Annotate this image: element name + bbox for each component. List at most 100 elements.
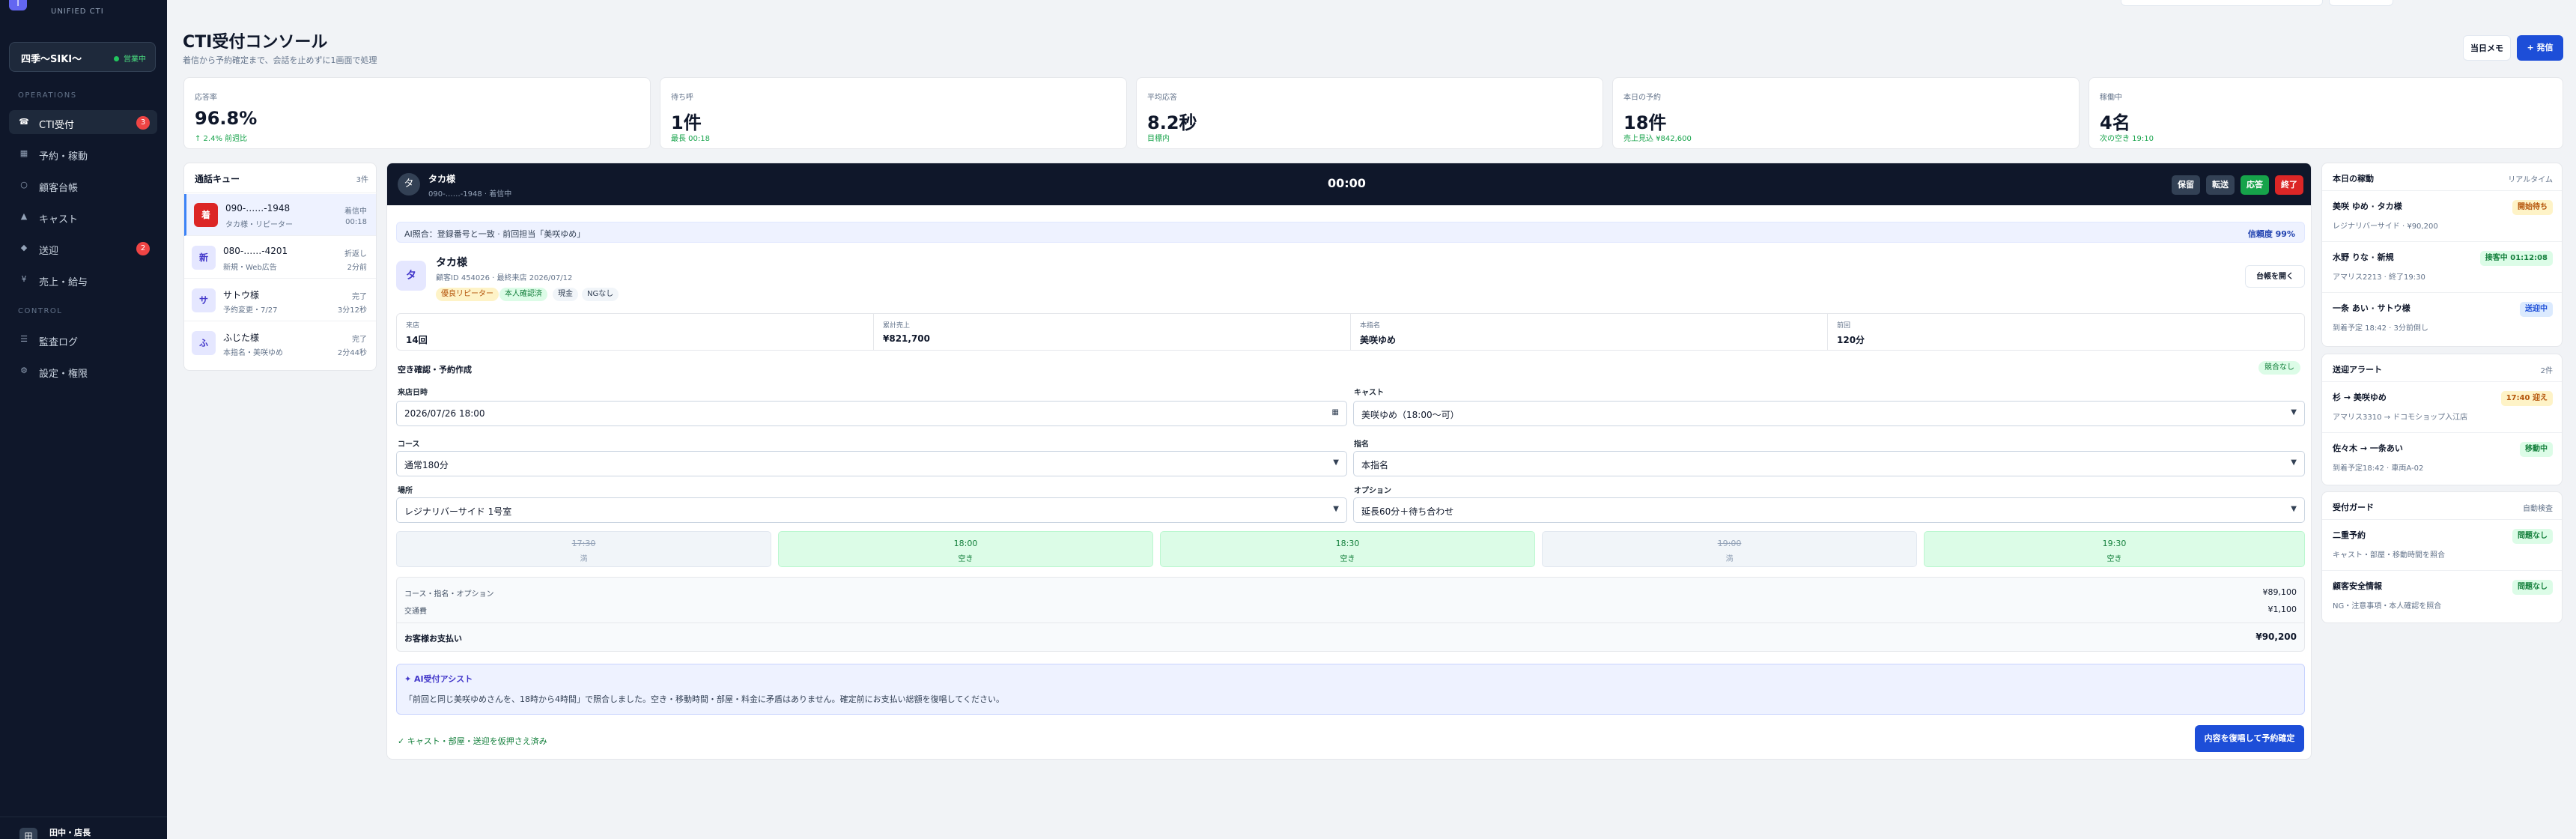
- call-time: 00:18: [345, 218, 367, 226]
- call-header: タ タカ様 090-……-1948 · 着信中 00:00 保留 転送 応答 終…: [387, 163, 2311, 205]
- kpi-label: 本日の予約: [1623, 94, 1661, 102]
- alert-sub: アマリス3310 → ドコモショップ入江店: [2333, 414, 2468, 422]
- alert-name: 佐々木 → 一条あい: [2333, 443, 2403, 453]
- alert-sub: 到着予定18:42 · 車両A-02: [2333, 464, 2424, 473]
- ai-match-text: AI照合：登録番号と一致 · 前回担当「美咲ゆめ」: [404, 229, 586, 239]
- search-input[interactable]: [2121, 0, 2323, 6]
- call-status: 完了: [352, 293, 367, 301]
- price-line-value: ¥89,100: [2262, 587, 2297, 597]
- alert-item[interactable]: 杉 → 美咲ゆめ アマリス3310 → ドコモショップ入江店 17:40 迎え: [2322, 381, 2562, 432]
- status-badge: 開始待ち: [2512, 200, 2553, 215]
- sidebar-item-cast[interactable]: ▲ キャスト: [9, 205, 157, 228]
- kpi-value: 8.2秒: [1147, 112, 1197, 133]
- course-label: コース: [398, 440, 420, 449]
- time-slot[interactable]: 18:30 空き: [1160, 531, 1535, 567]
- date-time-input[interactable]: 2026/07/26 18:00 ▦: [396, 401, 1347, 426]
- queue-item[interactable]: ふ ふじた様 本指名・美咲ゆめ 完了 2分44秒: [184, 322, 376, 364]
- stat-value: 美咲ゆめ: [1360, 335, 1397, 345]
- activity-item[interactable]: 水野 りな · 新規 アマリス2213 · 終了19:30 接客中 01:12:…: [2322, 241, 2562, 292]
- caller-avatar: タ: [398, 173, 420, 196]
- guard-name: 二重予約: [2333, 530, 2366, 540]
- slot-state: 満: [580, 555, 588, 563]
- customer-tag: 本人確認済: [499, 288, 547, 301]
- time-slot: 19:00 満: [1542, 531, 1917, 567]
- sidebar-item-sales[interactable]: ¥ 売上・給与: [9, 267, 157, 291]
- queue-item[interactable]: サ サトウ様 予約変更・7/27 完了 3分12秒: [184, 279, 376, 321]
- kpi-value: 4名: [2100, 112, 2130, 133]
- daily-memo-button[interactable]: 当日メモ: [2463, 35, 2511, 61]
- time-slot[interactable]: 19:30 空き: [1924, 531, 2305, 567]
- confirm-reservation-button[interactable]: 内容を復唱して予約確定: [2195, 725, 2304, 752]
- cast-select[interactable]: 美咲ゆめ（18:00〜可） ▼: [1353, 401, 2305, 426]
- outbound-call-button[interactable]: + 発信: [2517, 35, 2563, 61]
- option-select[interactable]: 延長60分＋待ち合わせ ▼: [1353, 497, 2305, 523]
- store-name: 四季〜SIKI〜: [21, 54, 82, 65]
- card-title: 本日の稼動: [2333, 174, 2374, 184]
- customer-tag: 現金: [553, 288, 578, 301]
- page-subtitle: 着信から予約確定まで、会話を止めずに1画面で処理: [183, 55, 377, 65]
- chevron-down-icon: ▼: [1333, 458, 1339, 467]
- settings-icon: ⚙: [20, 366, 28, 375]
- price-line-value: ¥1,100: [2267, 605, 2297, 614]
- sidebar-item-reservations[interactable]: ▦ 予約・稼動: [9, 142, 157, 166]
- operations-section-label: OPERATIONS: [18, 91, 77, 100]
- user-avatar: 田: [19, 828, 37, 839]
- count-badge: 3: [136, 116, 150, 130]
- phone-icon: ☎: [19, 117, 29, 127]
- sidebar-item-transport[interactable]: ◆ 送迎 2: [9, 236, 157, 260]
- activity-item[interactable]: 一条 あい · サトウ様 到着予定 18:42 · 3分前倒し 送迎中: [2322, 292, 2562, 343]
- caller-sub: 新規・Web広告: [223, 264, 277, 272]
- sidebar-item-audit-log[interactable]: ☰ 監査ログ: [9, 327, 157, 351]
- answer-button[interactable]: 応答: [2241, 175, 2269, 195]
- open-ledger-button[interactable]: 台帳を開く: [2245, 265, 2305, 288]
- kpi-value: 1件: [671, 112, 702, 133]
- user-panel[interactable]: 田 田中・店長: [0, 817, 167, 839]
- conflict-badge: 競合なし: [2258, 361, 2300, 375]
- stat-label: 前回: [1837, 322, 1851, 330]
- caller-name: タカ様: [428, 174, 456, 184]
- transfer-button[interactable]: 転送: [2206, 175, 2235, 195]
- calendar-icon: ▦: [1331, 408, 1339, 417]
- course-select[interactable]: 通常180分 ▼: [396, 451, 1347, 476]
- nomination-value: 本指名: [1361, 460, 1389, 470]
- nomination-label: 指名: [1354, 440, 1369, 449]
- cast-label: キャスト: [1354, 389, 1384, 397]
- kpi-card-answer-rate: 応答率 96.8% ↑ 2.4% 前週比: [183, 77, 651, 149]
- kpi-card-today-reservations: 本日の予約 18件 売上見込 ¥842,600: [1612, 77, 2080, 149]
- sidebar-item-label: 顧客台帳: [39, 183, 79, 194]
- sidebar-item-customers[interactable]: ○ 顧客台帳: [9, 173, 157, 197]
- view-toggle[interactable]: [2329, 0, 2393, 6]
- queue-item[interactable]: 新 080-……-4201 新規・Web広告 折返し 2分前: [184, 237, 376, 279]
- queue-item[interactable]: 着 090-……-1948 タカ様・リピーター 着信中 00:18: [184, 194, 376, 236]
- ai-match-bar: AI照合：登録番号と一致 · 前回担当「美咲ゆめ」 信頼度 99%: [396, 222, 2305, 243]
- slot-time: 17:30: [571, 539, 596, 548]
- kpi-note: 目標内: [1147, 135, 1170, 143]
- call-time: 3分12秒: [337, 306, 367, 315]
- reservation-title: 空き確認・予約作成: [398, 365, 472, 375]
- guard-item: 二重予約 キャスト・部屋・移動時間を照合 問題なし: [2322, 519, 2562, 570]
- sidebar-item-label: 送迎: [39, 246, 59, 257]
- sidebar-item-settings[interactable]: ⚙ 設定・権限: [9, 359, 157, 383]
- time-slot[interactable]: 18:00 空き: [778, 531, 1153, 567]
- store-switcher[interactable]: 四季〜SIKI〜 営業中: [9, 42, 156, 72]
- place-select[interactable]: レジナリバーサイド 1号室 ▼: [396, 497, 1347, 523]
- customer-meta: 顧客ID 454026 · 最終来店 2026/07/12: [436, 274, 573, 282]
- call-timer: 00:00: [1328, 176, 1366, 190]
- user-name: 田中・店長: [49, 828, 91, 838]
- route-icon: ◆: [20, 243, 28, 252]
- price-line-label: コース・指名・オプション: [404, 590, 494, 599]
- stat-value: 120分: [1837, 335, 1865, 345]
- stat-value: ¥821,700: [883, 333, 931, 344]
- nomination-select[interactable]: 本指名 ▼: [1353, 451, 2305, 476]
- course-value: 通常180分: [404, 460, 449, 470]
- call-status: 折返し: [344, 250, 367, 258]
- queue-count: 3件: [356, 176, 368, 184]
- alert-item[interactable]: 佐々木 → 一条あい 到着予定18:42 · 車両A-02 移動中: [2322, 432, 2562, 483]
- sidebar-item-cti[interactable]: ☎ CTI受付 3: [9, 110, 157, 134]
- end-call-button[interactable]: 終了: [2275, 175, 2303, 195]
- hold-button[interactable]: 保留: [2172, 175, 2200, 195]
- brand-logo: T: [9, 0, 27, 10]
- activity-item[interactable]: 美咲 ゆめ · タカ様 レジナリバーサイド · ¥90,200 開始待ち: [2322, 190, 2562, 241]
- sidebar-item-label: 設定・権限: [39, 369, 88, 380]
- count-badge: 2: [136, 242, 150, 255]
